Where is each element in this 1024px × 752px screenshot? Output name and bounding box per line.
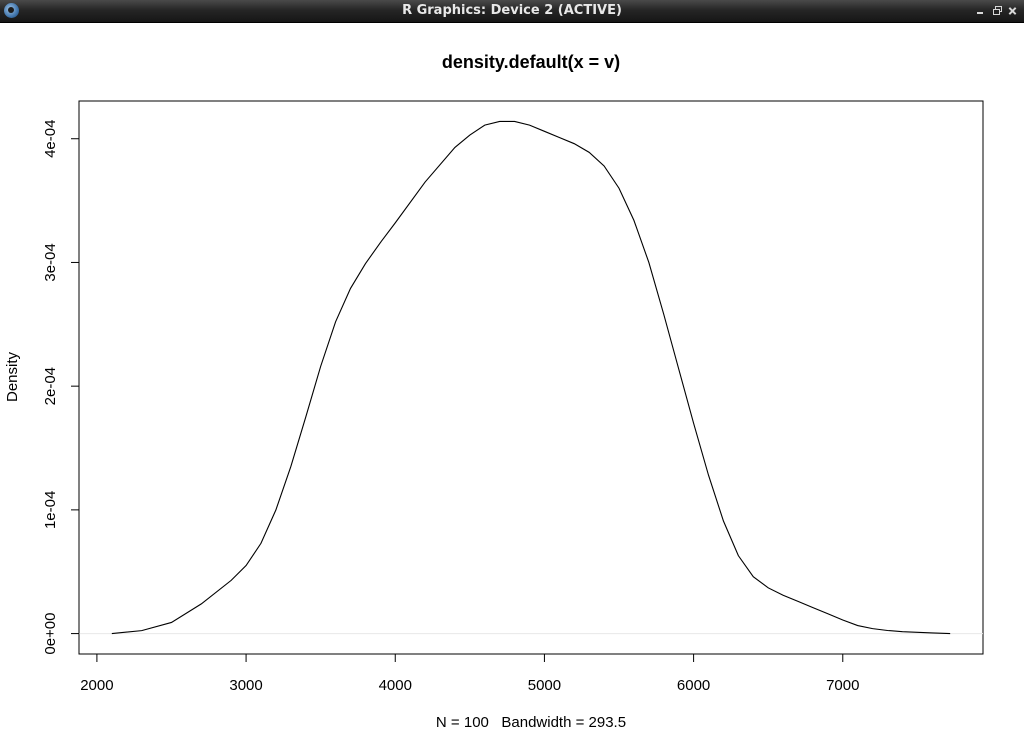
title-bar[interactable]: R Graphics: Device 2 (ACTIVE) bbox=[0, 0, 1024, 23]
window-title: R Graphics: Device 2 (ACTIVE) bbox=[402, 3, 622, 18]
x-tick-label: 5000 bbox=[528, 677, 561, 694]
x-tick-label: 2000 bbox=[80, 677, 113, 694]
x-tick-label: 3000 bbox=[229, 677, 262, 694]
r-logo-icon[interactable] bbox=[4, 3, 19, 18]
x-tick-label: 6000 bbox=[677, 677, 710, 694]
x-tick-label: 4000 bbox=[379, 677, 412, 694]
y-tick-label: 0e+00 bbox=[42, 613, 59, 655]
y-tick-label: 3e-04 bbox=[42, 243, 59, 281]
chart-title: density.default(x = v) bbox=[442, 52, 620, 72]
minimize-icon[interactable] bbox=[975, 4, 987, 17]
y-axis: 0e+00 1e-04 2e-04 3e-04 4e-04 bbox=[42, 120, 79, 655]
maximize-icon[interactable] bbox=[991, 4, 1003, 17]
x-tick-label: 7000 bbox=[826, 677, 859, 694]
density-plot: 2000 3000 4000 5000 6000 7000 0e+00 1e-04 2e-04… bbox=[4, 52, 984, 731]
x-axis: 2000 3000 4000 5000 6000 7000 bbox=[80, 654, 859, 694]
y-tick-label: 1e-04 bbox=[42, 491, 59, 529]
y-tick-label: 4e-04 bbox=[42, 120, 59, 158]
plot-box bbox=[78, 100, 984, 655]
y-tick-label: 2e-04 bbox=[42, 367, 59, 405]
density-curve bbox=[111, 120, 951, 635]
y-axis-label: Density bbox=[4, 351, 21, 402]
x-axis-label: N = 100 Bandwidth = 293.5 bbox=[436, 714, 626, 731]
close-icon[interactable] bbox=[1007, 4, 1019, 17]
